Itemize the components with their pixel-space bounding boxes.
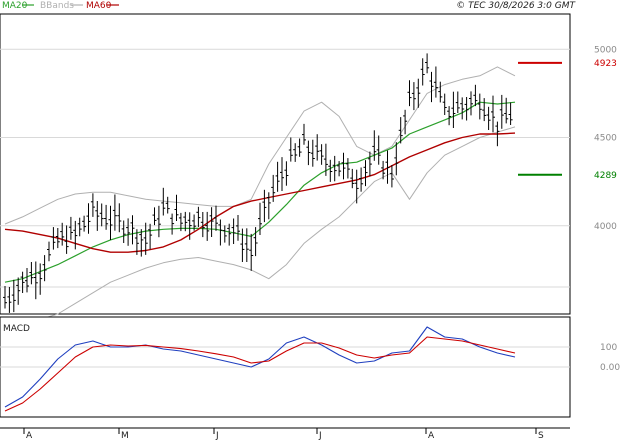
bband-upper-line: [4, 66, 516, 225]
x-tick-label: A: [428, 431, 435, 440]
legend-label-ma20: MA20: [2, 1, 28, 11]
x-tick-label: A: [26, 431, 33, 440]
price-bars: [3, 53, 513, 313]
macd-y-axis-labels: 100 0.00: [600, 343, 620, 373]
level-marker-label: 4289: [594, 171, 617, 181]
ma60-line: [4, 132, 516, 253]
bband-lower-line: [4, 126, 516, 324]
x-tick-label: S: [538, 431, 544, 440]
price-y-axis-labels: 4000 4500 5000: [594, 45, 617, 231]
macd-line: [4, 326, 516, 408]
macd-y-tick-label: 100: [600, 343, 617, 353]
price-gridlines: [0, 48, 570, 288]
bollinger-bands: [4, 66, 516, 324]
x-tick-label: J: [215, 431, 219, 440]
macd-lines: [4, 326, 516, 412]
macd-signal-line: [4, 336, 516, 412]
price-y-tick-label: 5000: [594, 45, 617, 55]
legend-label-bbands: BBands: [40, 1, 74, 11]
x-tick-label: J: [318, 431, 322, 440]
level-marker-label: 4923: [594, 59, 617, 69]
legend-label-ma60: MA60: [86, 1, 112, 11]
price-annotations: 4923 4289: [518, 59, 617, 181]
macd-y-tick-label: 0.00: [600, 363, 620, 373]
price-y-tick-label: 4000: [594, 222, 617, 232]
macd-panel-title: MACD: [3, 324, 30, 334]
price-panel: [0, 13, 571, 315]
copyright-notice: © TEC 30/8/2026 3:0 GMT: [456, 1, 576, 11]
price-y-tick-label: 4500: [594, 134, 617, 144]
legend: MA20 BBands MA60: [2, 1, 119, 11]
x-tick-label: M: [121, 431, 129, 440]
